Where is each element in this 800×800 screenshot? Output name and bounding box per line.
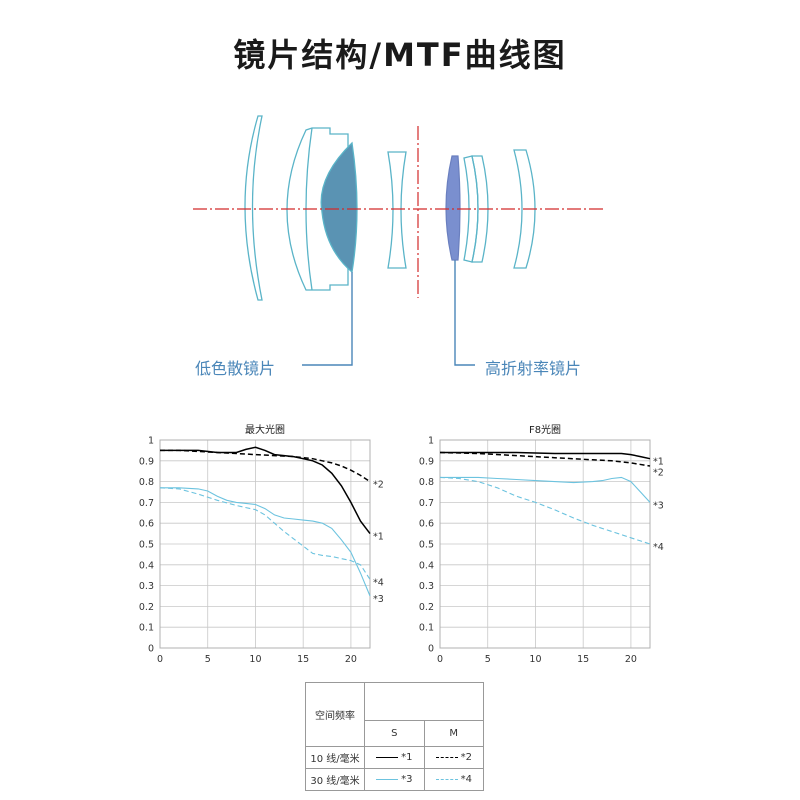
y-tick-label: 0.5	[139, 540, 154, 551]
series-end-label: *1	[653, 457, 664, 468]
y-tick-label: 1	[428, 436, 434, 447]
y-tick-label: 0.1	[419, 623, 434, 634]
y-tick-label: 0.2	[419, 602, 434, 613]
legend-sample-m-30: *4	[423, 768, 484, 791]
y-tick-label: 0	[148, 644, 154, 655]
legend-row-label: 10 线/毫米	[305, 746, 365, 769]
y-tick-label: 0.3	[419, 581, 434, 592]
legend-sample-s-30: *3	[364, 768, 425, 791]
page-title: 镜片结构/MTF曲线图	[233, 36, 567, 74]
low-dispersion-label: 低色散镜片	[195, 359, 276, 378]
y-tick-label: 0.6	[139, 519, 154, 530]
y-tick-label: 0.2	[139, 602, 154, 613]
legend-col-m: M	[423, 720, 484, 747]
series-end-label: *4	[653, 542, 664, 553]
legend-sample-s-10: *1	[364, 746, 425, 769]
x-tick-label: 10	[249, 654, 261, 665]
chart-title: F8光圈	[528, 425, 562, 436]
legend-header: 空间频率	[305, 682, 365, 747]
callout-line-left	[302, 272, 353, 366]
high-refractive-lens	[445, 155, 461, 261]
y-tick-label: 0.9	[139, 456, 154, 467]
low-dispersion-lens	[320, 141, 358, 274]
legend-header-blank	[364, 682, 484, 721]
y-tick-label: 0.3	[139, 581, 154, 592]
lens-element-4	[387, 151, 407, 269]
series-end-label: *4	[373, 577, 384, 588]
plot-frame	[159, 439, 371, 649]
chart-title: 最大光圈	[245, 425, 285, 436]
x-tick-label: 0	[437, 654, 443, 665]
series-line-4	[439, 476, 651, 545]
y-tick-label: 0.6	[419, 519, 434, 530]
y-tick-label: 0.7	[419, 498, 434, 509]
y-tick-label: 0.4	[419, 560, 434, 571]
callout-line-right	[454, 260, 475, 366]
x-tick-label: 5	[205, 654, 211, 665]
plot-frame	[439, 439, 651, 649]
series-end-label: *2	[653, 468, 664, 479]
y-tick-label: 0.4	[139, 560, 154, 571]
mtf-chart-max-aperture: 最大光圈 0 0.1 0.2 0.3 0.4 0.5 0.6 0.7 0.8 0.9 1 0 5 10 15…	[130, 418, 400, 668]
series-end-label: *1	[373, 532, 384, 543]
legend-key: *1	[401, 752, 413, 763]
series-line-2	[439, 451, 651, 467]
y-tick-label: 0.1	[139, 623, 154, 634]
series-end-label: *2	[373, 480, 384, 491]
series-end-label: *3	[373, 594, 384, 605]
series-line-1	[440, 451, 651, 460]
y-tick-label: 1	[148, 436, 154, 447]
x-tick-label: 15	[577, 654, 589, 665]
x-tick-label: 20	[625, 654, 637, 665]
series-line-1	[160, 446, 371, 535]
y-tick-label: 0.9	[419, 456, 434, 467]
legend-table: 空间频率 S M 10 线/毫米 *1 *2 30 线/毫米 *3 *4	[305, 682, 484, 791]
lens-element-2	[286, 127, 349, 291]
series-line-3	[160, 487, 371, 597]
y-tick-label: 0.8	[139, 477, 154, 488]
lens-element-1	[244, 115, 263, 301]
series-end-label: *3	[653, 500, 664, 511]
legend-key: *4	[460, 774, 472, 785]
mtf-chart-f8: F8光圈 0 0.1 0.2 0.3 0.4 0.5 0.6 0.7 0.8 0.9 1 0 5 10 15…	[410, 418, 680, 668]
x-tick-label: 20	[345, 654, 357, 665]
x-tick-label: 15	[297, 654, 309, 665]
y-tick-label: 0.7	[139, 498, 154, 509]
y-tick-label: 0.8	[419, 477, 434, 488]
legend-key: *3	[401, 774, 413, 785]
series-line-2	[160, 449, 371, 483]
legend-row-label: 30 线/毫米	[305, 768, 365, 791]
x-tick-label: 5	[485, 654, 491, 665]
series-line-3	[440, 476, 651, 503]
lens-diagram	[193, 115, 604, 366]
x-tick-label: 0	[157, 654, 163, 665]
high-refractive-label: 高折射率镜片	[485, 359, 582, 378]
series-line-4	[159, 487, 371, 580]
y-tick-label: 0	[428, 644, 434, 655]
mtf-plot-2: 00.10.20.30.40.50.60.70.80.910 5 10 15 20*1*…	[419, 436, 664, 666]
x-tick-label: 10	[529, 654, 541, 665]
mtf-plot-1: 00.10.20.30.40.50.60.70.80.910 5 10 15 20*2*…	[139, 436, 384, 666]
lens-element-8	[513, 149, 536, 269]
y-tick-label: 0.5	[419, 540, 434, 551]
lens-element-7	[471, 155, 489, 263]
legend-col-s: S	[364, 720, 425, 747]
legend-sample-m-10: *2	[423, 746, 484, 769]
legend-key: *2	[460, 752, 472, 763]
